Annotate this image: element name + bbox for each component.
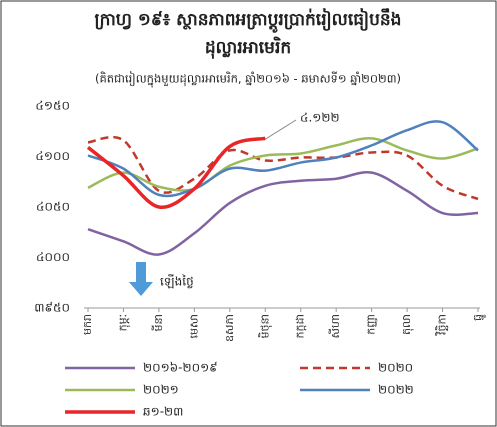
y-tick-label: ៤០៥០ xyxy=(36,200,70,214)
x-tick-label: កុម្ភៈ xyxy=(116,314,130,331)
x-tick-label: វិច្ឆិកា xyxy=(435,314,449,336)
arrow xyxy=(129,262,153,296)
x-tick-label: មេសា xyxy=(187,314,200,338)
series-line xyxy=(87,171,479,256)
legend-label: ឆ១-២៣ xyxy=(143,405,183,419)
annotation: ឡើងថ្លៃ xyxy=(160,274,194,289)
x-tick-label: ឧសភា xyxy=(223,314,236,342)
y-tick-label: ៤១០០ xyxy=(35,149,70,163)
x-tick-label: មករា xyxy=(81,314,94,335)
annotation-leader xyxy=(263,119,297,141)
x-tick-label: តុលា xyxy=(400,314,414,335)
series-line xyxy=(87,120,479,198)
chart-title: ក្រាហ្វ ១៩៖ ស្ថានភាពអត្រាប្តូរប្រាក់រៀលធ… xyxy=(95,8,402,33)
series-line xyxy=(86,136,266,210)
x-tick-label: កក្កដា xyxy=(294,314,307,338)
chart-subtitle: (គិតជារៀលក្នុងមួយដុល្លារអាមេរិក, ឆ្នាំ២០… xyxy=(95,71,401,89)
legend-label: ២០១៦-២០១៩ xyxy=(143,361,218,375)
legend-label: ២០២០ xyxy=(378,361,413,375)
y-tick-label: ៣៩៥០ xyxy=(34,301,70,315)
x-tick-label: មីនា xyxy=(151,314,165,331)
x-tick-label: កញ្ញា xyxy=(365,314,378,335)
y-tick-label: ៤០០០ xyxy=(36,250,70,264)
series-line xyxy=(87,135,479,201)
series-line xyxy=(87,137,479,192)
legend-label: ២០២១ xyxy=(143,383,179,397)
y-tick-label: ៤១៥០ xyxy=(35,99,70,113)
x-tick-label: មិថុនា xyxy=(257,314,272,338)
x-tick-label: ធ្នូ xyxy=(471,314,486,321)
x-tick-label: សីហា xyxy=(328,314,342,338)
chart-title: ដុល្លារអាមេរិក xyxy=(205,36,292,59)
annotation: ៤.១២២ xyxy=(300,111,340,125)
legend-label: ២០២២ xyxy=(378,383,414,397)
